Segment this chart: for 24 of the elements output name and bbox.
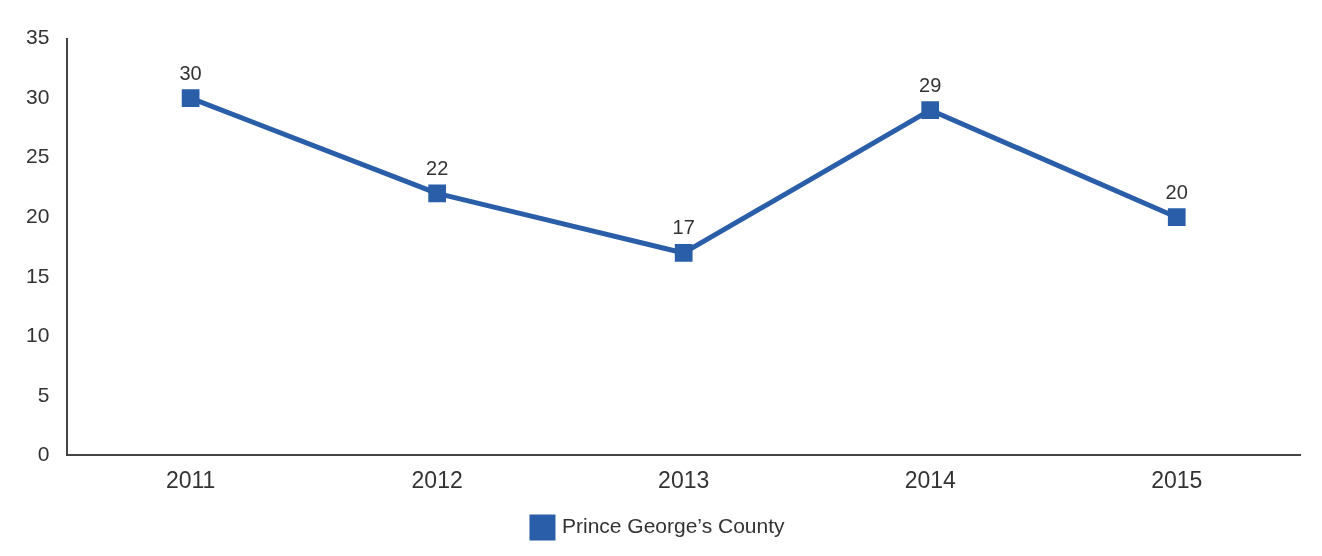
point <box>1167 208 1186 227</box>
x-tick-label: 2012 <box>411 466 463 493</box>
point <box>921 101 940 119</box>
point <box>674 244 693 262</box>
point <box>181 89 200 108</box>
x-tick-label: 2015 <box>1151 466 1203 493</box>
data-label: 22 <box>426 156 449 179</box>
x-tick-label: 2014 <box>904 466 956 493</box>
x-tick-label: 2013 <box>658 466 710 493</box>
data-label: 17 <box>672 216 695 239</box>
y-tick-label: 5 <box>37 382 50 406</box>
data-label: 29 <box>919 73 942 96</box>
data-label: 20 <box>1165 180 1188 203</box>
y-tick-label: 15 <box>26 263 50 287</box>
y-tick-label: 10 <box>26 323 50 347</box>
x-tick-label: 2011 <box>165 466 216 493</box>
data-label: 30 <box>179 61 202 84</box>
point <box>428 184 447 203</box>
y-tick-label: 0 <box>37 442 50 466</box>
y-tick-label: 30 <box>26 84 50 108</box>
y-tick-label: 20 <box>26 204 50 228</box>
y-tick-label: 25 <box>26 144 50 168</box>
y-tick-label: 35 <box>26 25 50 49</box>
legend-label: Prince George’s County <box>561 514 786 538</box>
